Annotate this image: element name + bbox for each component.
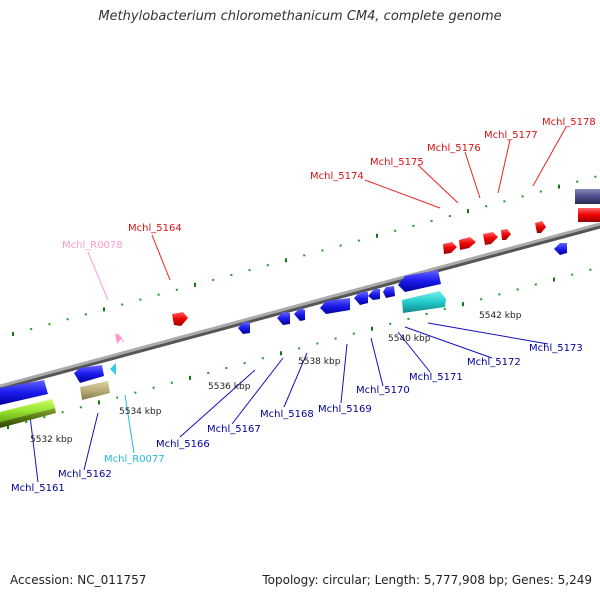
gene-mchl-5177[interactable] <box>501 229 511 240</box>
reverse-gene-labels: Mchl_5161 Mchl_5162 Mchl_R0077 Mchl_5166… <box>11 343 583 494</box>
gene-mchl-5176[interactable] <box>483 232 498 245</box>
upper-tick-row <box>12 175 597 336</box>
lower-tick-row <box>7 268 592 429</box>
gene-mchl-5162-khaki[interactable] <box>80 381 110 400</box>
label-mchl-5167[interactable]: Mchl_5167 <box>207 424 261 435</box>
label-mchl-5173[interactable]: Mchl_5173 <box>529 343 583 354</box>
label-mchl-5162[interactable]: Mchl_5162 <box>58 469 112 480</box>
gene-lime[interactable] <box>0 399 55 422</box>
gene-mchl-5172[interactable] <box>383 286 395 298</box>
label-mchl-5176[interactable]: Mchl_5176 <box>427 143 481 154</box>
label-mchl-5172[interactable]: Mchl_5172 <box>467 357 521 368</box>
gene-mchl-5164[interactable] <box>172 312 188 326</box>
gene-mchl-5166[interactable] <box>238 322 250 334</box>
forward-genes <box>115 189 600 344</box>
label-mchl-5175[interactable]: Mchl_5175 <box>370 157 424 168</box>
label-mchl-5170[interactable]: Mchl_5170 <box>356 385 410 396</box>
kbp-label-5536: 5536 kbp <box>208 382 251 392</box>
kbp-label-5540: 5540 kbp <box>388 334 431 344</box>
forward-connectors <box>87 126 567 343</box>
kbp-label-5538: 5538 kbp <box>298 357 341 367</box>
reverse-genes <box>0 243 567 428</box>
label-mchl-5177[interactable]: Mchl_5177 <box>484 130 538 141</box>
accession-text: Accession: NC_011757 <box>10 573 147 587</box>
gene-edge-red[interactable] <box>578 208 600 222</box>
label-mchl-5174[interactable]: Mchl_5174 <box>310 171 364 182</box>
map-title: Methylobacterium chloromethanicum CM4, c… <box>98 9 502 24</box>
gene-mchl-5173[interactable] <box>402 291 446 313</box>
gene-mchl-r0077[interactable] <box>110 363 116 375</box>
label-mchl-5161[interactable]: Mchl_5161 <box>11 483 65 494</box>
gene-olive[interactable] <box>0 408 56 428</box>
gene-mchl-5171[interactable] <box>368 289 380 300</box>
gene-mchl-5174[interactable] <box>443 242 457 254</box>
gene-mchl-5178[interactable] <box>535 221 546 233</box>
gene-mchl-5175[interactable] <box>459 237 476 250</box>
genome-backbone <box>0 222 600 388</box>
label-mchl-5178[interactable]: Mchl_5178 <box>542 117 596 128</box>
gene-edge-blue[interactable] <box>554 243 567 255</box>
reverse-connectors <box>29 322 549 483</box>
label-mchl-5164[interactable]: Mchl_5164 <box>128 223 182 234</box>
gene-mchl-r0078[interactable] <box>115 333 122 344</box>
gene-mchl-5167[interactable] <box>277 312 290 325</box>
kbp-label-5532: 5532 kbp <box>30 435 73 445</box>
kbp-label-5542: 5542 kbp <box>479 311 522 321</box>
label-mchl-5168[interactable]: Mchl_5168 <box>260 409 314 420</box>
gene-mchl-5169[interactable] <box>320 298 350 314</box>
label-mchl-5171[interactable]: Mchl_5171 <box>409 372 463 383</box>
kbp-tick-labels: 5532 kbp 5534 kbp 5536 kbp 5538 kbp 5540… <box>30 311 522 445</box>
gene-mchl-5161[interactable] <box>0 380 48 405</box>
gene-edge-purple[interactable] <box>575 189 600 204</box>
gene-mchl-5170[interactable] <box>354 292 368 305</box>
genome-summary-text: Topology: circular; Length: 5,777,908 bp… <box>262 573 592 587</box>
kbp-label-5534: 5534 kbp <box>119 407 162 417</box>
label-mchl-r0077[interactable]: Mchl_R0077 <box>104 454 165 465</box>
label-mchl-5166[interactable]: Mchl_5166 <box>156 439 210 450</box>
label-mchl-r0078[interactable]: Mchl_R0078 <box>62 240 123 251</box>
forward-gene-labels: Mchl_R0078 Mchl_5164 Mchl_5174 Mchl_5175… <box>62 117 596 251</box>
gene-mchl-5172b[interactable] <box>398 270 441 292</box>
label-mchl-5169[interactable]: Mchl_5169 <box>318 404 372 415</box>
backbone-shadow <box>0 223 600 391</box>
gene-mchl-5162[interactable] <box>74 365 104 383</box>
gene-mchl-5168[interactable] <box>294 308 305 321</box>
